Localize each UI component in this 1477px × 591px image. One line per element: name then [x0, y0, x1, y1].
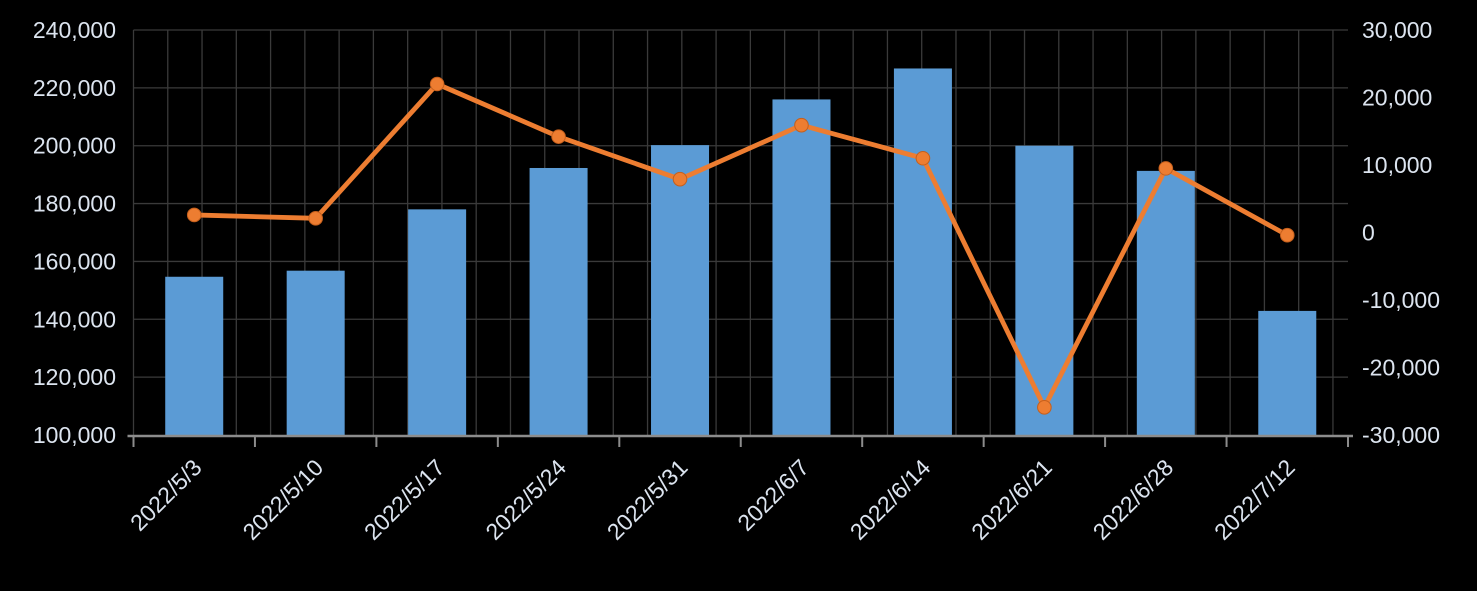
line-marker: [1279, 227, 1295, 243]
left-axis-label: 120,000: [33, 364, 116, 390]
line-marker: [429, 76, 445, 92]
right-axis-label: 20,000: [1362, 85, 1432, 111]
line-marker: [1158, 161, 1174, 176]
left-axis-label: 140,000: [33, 306, 116, 332]
bar: [165, 276, 224, 435]
right-axis-label: -30,000: [1362, 422, 1440, 448]
right-axis-label: 30,000: [1362, 17, 1432, 43]
line-marker: [1037, 400, 1052, 415]
bar: [1136, 170, 1195, 435]
right-axis-label: 0: [1362, 220, 1375, 246]
bar: [529, 167, 588, 435]
bar: [772, 99, 831, 435]
left-axis-label: 100,000: [33, 422, 116, 448]
line-marker: [915, 150, 931, 166]
bar: [408, 209, 467, 435]
bar: [893, 68, 952, 435]
line-marker: [672, 171, 688, 187]
left-axis-label: 180,000: [33, 191, 116, 217]
line-marker: [186, 207, 202, 223]
left-axis-label: 220,000: [33, 75, 116, 101]
left-axis-label: 240,000: [33, 17, 116, 43]
bar: [1258, 310, 1317, 435]
right-axis-label: 10,000: [1362, 152, 1432, 178]
line-marker: [308, 211, 323, 226]
line-series-path: [191, 81, 1290, 410]
bar: [1015, 145, 1074, 435]
left-axis-label: 160,000: [33, 248, 116, 274]
right-axis-label: -20,000: [1362, 355, 1440, 381]
line-marker: [794, 117, 809, 133]
bar: [651, 145, 710, 435]
bar: [286, 270, 345, 435]
left-axis-label: 200,000: [33, 133, 116, 159]
right-axis-label: -10,000: [1362, 287, 1440, 313]
line-marker: [551, 129, 566, 144]
